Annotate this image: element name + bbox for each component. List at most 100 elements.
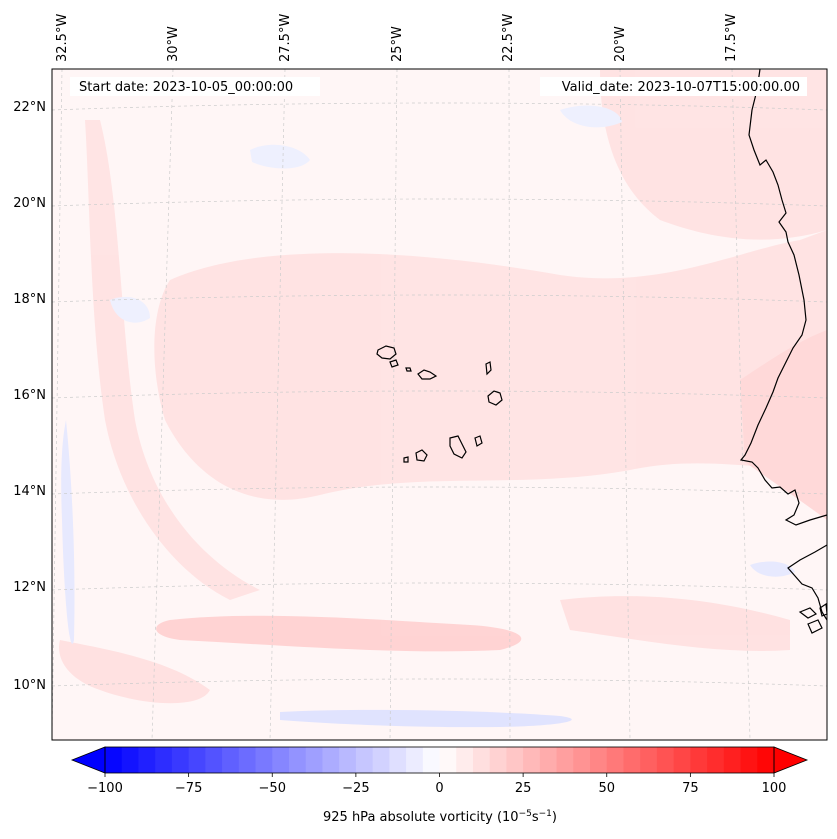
positive-vorticity-southeast [560, 596, 790, 651]
parallel-16n [51, 390, 828, 399]
colorbar-segment [673, 747, 691, 773]
parallel-18n [51, 294, 828, 303]
colorbar-segment [105, 747, 123, 773]
map-panel: Start date: 2023-10-05_00:00:00 Valid_da… [51, 68, 828, 741]
colorbar-extend-min [70, 746, 106, 774]
lon-label-17-5w: 17.5°W [724, 14, 739, 62]
colorbar-extend-max [773, 746, 809, 774]
meridian-30w [151, 68, 174, 741]
cape-verde-santiago [449, 435, 467, 459]
valid-date-label: Valid_date: 2023-10-07T15:00:00.00 [562, 80, 800, 95]
cape-verde-sal [485, 361, 492, 376]
colorbar-segment [322, 747, 340, 773]
positive-vorticity-southwest [59, 640, 211, 704]
colorbar-label-end: ) [552, 810, 557, 825]
cape-verde-sao-nicolau [417, 369, 438, 380]
colorbar-segment [288, 747, 307, 773]
coastlines [376, 68, 828, 634]
colorbar-segment [138, 747, 156, 773]
latitude-labels: 22°N 20°N 18°N 16°N 14°N 12°N 10°N [13, 100, 46, 693]
lat-label-14n: 14°N [13, 484, 46, 499]
bijagos-island-2 [807, 619, 823, 634]
colorbar-segment [205, 747, 223, 773]
colorbar-segment [623, 747, 641, 773]
meridian-25w [389, 68, 398, 741]
meridian-32-5w [51, 68, 63, 741]
cape-verde-maio [474, 435, 483, 447]
start-date-label: Start date: 2023-10-05_00:00:00 [79, 80, 293, 95]
positive-vorticity-west-arc [85, 120, 260, 600]
colorbar-tick-label: 75 [682, 781, 699, 796]
lon-label-30w: 30°W [166, 26, 181, 62]
colorbar-segment [472, 747, 491, 773]
cape-verde-boa-vista [487, 390, 503, 406]
negative-vorticity-west-strip [61, 420, 75, 644]
meridian-20w [619, 68, 631, 741]
colorbar-segment [606, 747, 624, 773]
colorbar-segment [272, 747, 290, 773]
colorbar-segment [255, 747, 273, 773]
lat-label-20n: 20°N [13, 196, 46, 211]
map-frame [51, 68, 828, 741]
guinea-bissau-coastline [787, 544, 828, 621]
colorbar-label-exp1: −5 [519, 809, 532, 819]
lat-label-22n: 22°N [13, 100, 46, 115]
colorbar-ticks: −100 −75 −50 −25 0 25 50 75 100 [87, 773, 786, 796]
cape-verde-fogo [415, 449, 428, 462]
colorbar-label-main: 925 hPa absolute vorticity (10 [323, 810, 519, 825]
longitude-labels: 32.5°W 30°W 27.5°W 25°W 22.5°W 20°W 17.5… [55, 14, 739, 62]
valid-date-box [540, 77, 807, 96]
graticule [51, 68, 828, 741]
colorbar-tick-label: −50 [259, 781, 286, 796]
colorbar-segment [723, 747, 742, 773]
colorbar-segment [523, 747, 541, 773]
negative-vorticity-patch-2 [110, 296, 150, 323]
colorbar-segment [355, 747, 374, 773]
meridian-27-5w [269, 68, 286, 741]
positive-vorticity-northeast [600, 70, 827, 240]
positive-vorticity-south-band [156, 615, 522, 652]
colorbar-segment [456, 747, 474, 773]
colorbar-segment [489, 747, 507, 773]
parallel-12n [51, 582, 828, 591]
colorbar-segment [590, 747, 608, 773]
lat-label-10n: 10°N [13, 678, 46, 693]
colorbar-segment [372, 747, 390, 773]
colorbar-label-exp2: −1 [539, 809, 552, 819]
colorbar-segment [238, 747, 257, 773]
lat-label-12n: 12°N [13, 580, 46, 595]
colorbar-label-mid: s [532, 810, 539, 825]
colorbar-segment [305, 747, 323, 773]
colorbar-segment [556, 747, 574, 773]
lon-label-27-5w: 27.5°W [278, 14, 293, 62]
colorbar-segment [656, 747, 675, 773]
colorbar-segment [406, 747, 424, 773]
lon-label-22-5w: 22.5°W [501, 14, 516, 62]
colorbar-segment [740, 747, 758, 773]
cape-verde-brava [403, 456, 409, 463]
colorbar-tick-label: 100 [762, 781, 787, 796]
parallel-10n [51, 678, 828, 687]
negative-vorticity-south-strip [280, 709, 572, 728]
parallel-22n [51, 102, 828, 111]
colorbar-segment [757, 747, 775, 773]
african-coastline [739, 68, 828, 526]
colorbar-segment [707, 747, 725, 773]
cape-verde-sao-vicente [389, 359, 399, 368]
colorbar-segment [573, 747, 591, 773]
negative-vorticity-patch-1 [250, 144, 310, 169]
lat-label-16n: 16°N [13, 388, 46, 403]
lon-label-25w: 25°W [390, 26, 405, 62]
parallel-20n [51, 198, 828, 207]
colorbar-segment [188, 747, 206, 773]
cape-verde-santo-antao [376, 345, 397, 360]
negative-vorticity-patch-4 [750, 561, 795, 577]
colorbar-segment [389, 747, 407, 773]
colorbar-segment [339, 747, 357, 773]
colorbar-segment [539, 747, 558, 773]
colorbar-label: 925 hPa absolute vorticity (10−5s−1) [323, 809, 557, 825]
colorbar-segment [690, 747, 708, 773]
colorbar-tick-label: 50 [598, 781, 615, 796]
colorbar-segment [171, 747, 190, 773]
